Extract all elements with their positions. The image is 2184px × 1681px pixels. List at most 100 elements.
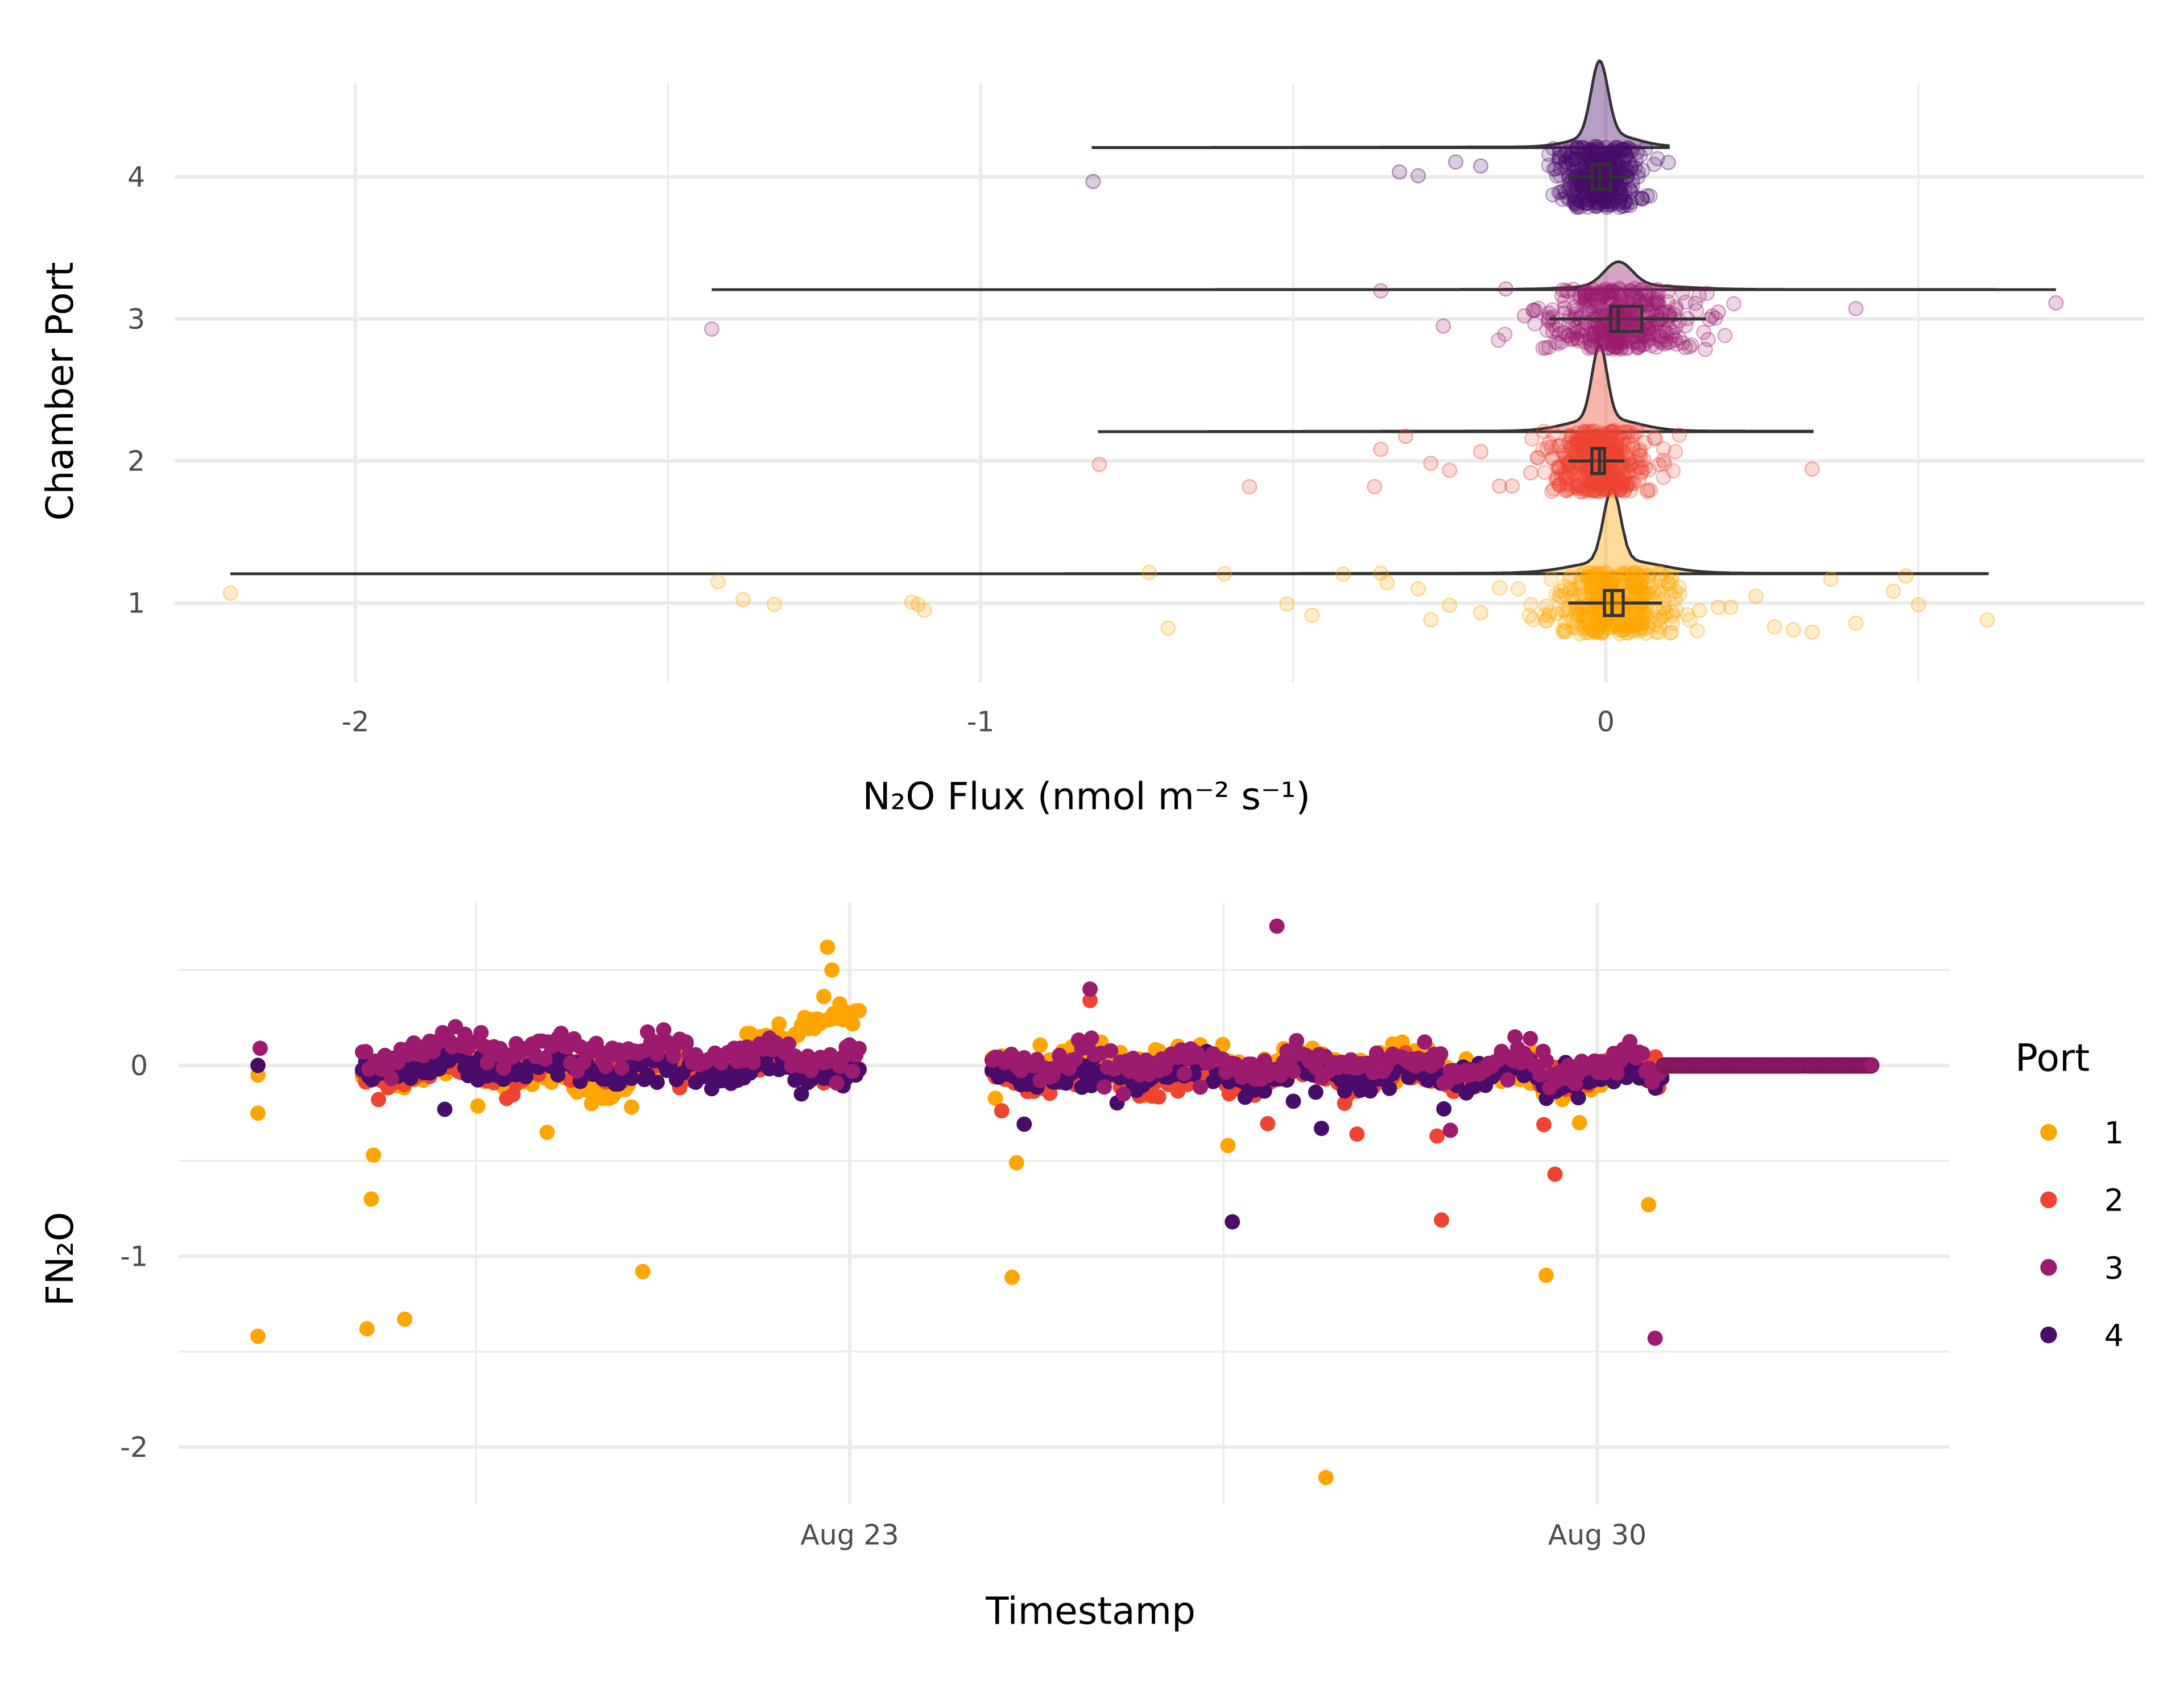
data-point <box>1541 608 1557 623</box>
data-point <box>1575 436 1591 452</box>
y-tick-label: 0 <box>130 1050 148 1082</box>
data-point <box>1615 442 1631 458</box>
data-point <box>1557 602 1573 618</box>
data-point <box>1583 325 1599 341</box>
data-point <box>1663 586 1679 602</box>
outlier-point <box>1269 918 1285 934</box>
data-point <box>1609 618 1625 634</box>
data-point <box>1545 141 1561 156</box>
data-point <box>1586 475 1602 491</box>
data-point <box>1667 591 1683 607</box>
data-point <box>1115 1086 1131 1102</box>
data-point <box>1617 445 1633 461</box>
data-point <box>1631 460 1647 476</box>
data-point <box>1591 619 1607 635</box>
data-point <box>1689 623 1705 639</box>
data-point <box>1613 568 1629 584</box>
data-point <box>1672 427 1687 443</box>
data-point <box>1583 576 1599 592</box>
outlier-point <box>916 602 932 618</box>
data-point <box>1580 429 1596 445</box>
series-port-3 <box>252 918 1880 1346</box>
data-point <box>1629 423 1645 439</box>
data-point <box>1560 470 1576 486</box>
data-point <box>1596 574 1612 590</box>
outlier-point <box>584 1096 599 1112</box>
x-tick-label: Aug 30 <box>1548 1519 1647 1551</box>
data-point <box>1605 571 1621 587</box>
data-point <box>1556 602 1571 618</box>
data-point <box>1620 625 1636 641</box>
data-point <box>1569 199 1585 215</box>
data-point <box>1607 470 1623 486</box>
data-point <box>1569 615 1585 631</box>
data-point <box>1536 423 1552 439</box>
data-point <box>1626 576 1642 592</box>
data-point <box>1544 484 1560 499</box>
data-point <box>1604 569 1620 585</box>
data-point <box>1587 583 1603 598</box>
data-point <box>1614 424 1629 440</box>
data-point <box>1585 582 1600 598</box>
data-point <box>1592 428 1608 444</box>
data-point <box>1594 624 1610 639</box>
x-axis-title: N₂O Flux (nmol m⁻² s⁻¹) <box>862 774 1310 818</box>
data-point <box>1573 430 1589 445</box>
data-point <box>1612 482 1628 498</box>
x-tick-label: Aug 23 <box>800 1519 899 1551</box>
data-point <box>1562 465 1578 481</box>
data-point <box>1603 468 1619 484</box>
data-point <box>1661 575 1677 591</box>
data-point <box>1629 579 1645 595</box>
legend-label: 3 <box>2104 1250 2124 1286</box>
data-point <box>1607 569 1623 585</box>
data-point <box>1604 423 1620 439</box>
data-point <box>1653 573 1669 589</box>
outlier-point <box>250 1105 266 1121</box>
data-point <box>1571 606 1587 622</box>
data-point <box>1586 483 1602 498</box>
axis-ticks: 0 -1 -2 Aug 23 Aug 30 <box>120 1050 1647 1551</box>
legend-key-port-2 <box>2040 1191 2057 1208</box>
data-point <box>1562 462 1578 478</box>
outlier-point <box>1410 581 1426 597</box>
outlier-point <box>1335 566 1351 582</box>
outlier-point <box>1225 1214 1240 1230</box>
data-point <box>1616 616 1631 632</box>
data-point <box>1555 623 1570 639</box>
data-point <box>1594 566 1610 582</box>
outlier-point <box>2048 295 2064 311</box>
data-point <box>1582 564 1598 580</box>
outlier-point <box>1848 615 1864 631</box>
data-point <box>1608 432 1624 448</box>
data-point <box>1595 567 1611 583</box>
data-point <box>1578 625 1594 641</box>
data-point <box>1656 469 1672 485</box>
data-point <box>1636 585 1652 601</box>
outlier-point <box>222 585 238 601</box>
data-point <box>1607 443 1623 459</box>
data-point <box>1510 581 1526 597</box>
data-point <box>1602 619 1617 635</box>
data-point <box>1524 431 1540 447</box>
outlier-point <box>1473 444 1489 460</box>
outlier-point <box>1516 308 1532 324</box>
data-point <box>1544 450 1560 466</box>
outlier-point <box>1442 462 1458 478</box>
box <box>1590 163 1612 191</box>
outlier-point <box>1314 1121 1329 1137</box>
data-point <box>1615 618 1631 634</box>
outlier-point <box>1379 575 1395 590</box>
outlier-point <box>359 1321 375 1337</box>
data-point <box>1624 476 1640 491</box>
data-point <box>1568 442 1583 457</box>
data-point <box>1552 477 1567 493</box>
data-point <box>1561 600 1577 616</box>
data-point <box>1629 581 1645 597</box>
data-point <box>1542 605 1558 621</box>
data-point <box>1572 466 1588 482</box>
data-point <box>1592 478 1608 494</box>
data-point <box>1604 617 1620 633</box>
data-point <box>1587 579 1603 595</box>
